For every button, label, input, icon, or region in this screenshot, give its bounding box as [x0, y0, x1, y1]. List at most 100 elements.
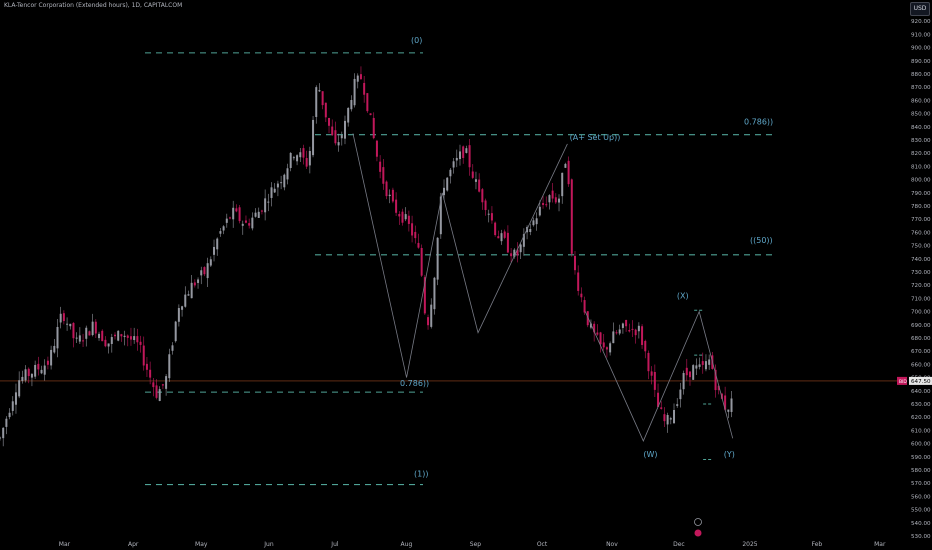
candle-body	[599, 332, 602, 345]
candle-body	[682, 373, 685, 390]
price-tick-label: 560.00	[911, 494, 931, 500]
candle-body	[443, 187, 446, 196]
candle-body	[698, 364, 701, 367]
level-0786-upper-label: 0.786))	[744, 118, 773, 127]
candle-body	[197, 279, 200, 283]
candle-body	[679, 389, 682, 400]
candle-body	[283, 174, 286, 188]
candle-body	[24, 369, 27, 381]
candle-body	[532, 220, 535, 226]
candle-body	[455, 157, 458, 161]
candle-body	[181, 306, 184, 310]
candle-body	[328, 117, 331, 126]
candle-body	[542, 203, 545, 205]
candle-body	[0, 437, 1, 439]
candle-body	[113, 334, 116, 337]
time-tick-label: Aug	[401, 541, 413, 548]
price-tick-label: 760.00	[911, 230, 931, 236]
candle-body	[420, 247, 423, 276]
candle-body	[535, 218, 538, 225]
candle-body	[165, 376, 168, 389]
candle-body	[474, 179, 477, 182]
candle-body	[334, 130, 337, 144]
candle-body	[30, 373, 33, 378]
candle-body	[577, 272, 580, 291]
candle-body	[8, 412, 11, 418]
candle-body	[586, 311, 589, 326]
candle-body	[730, 398, 733, 412]
candle-body	[637, 325, 640, 332]
candle-body	[484, 200, 487, 211]
candle-body	[398, 213, 401, 217]
candle-body	[663, 414, 666, 422]
candle-body	[692, 365, 695, 380]
candle-body	[404, 214, 407, 220]
wave-lines[interactable]	[352, 133, 734, 460]
price-tick-label: 820.00	[911, 151, 931, 157]
candle-body	[340, 135, 343, 139]
candle-body	[676, 404, 679, 406]
candle-body	[468, 145, 471, 168]
candle-body	[82, 340, 85, 342]
level-50-label: ((50))	[750, 236, 773, 245]
event-icon	[694, 518, 702, 526]
candle-body	[14, 392, 17, 405]
candle-body	[209, 259, 212, 266]
price-tick-label: 790.00	[911, 191, 931, 197]
candle-body	[551, 190, 554, 199]
candle-body	[136, 336, 139, 343]
candle-body	[363, 82, 366, 95]
candle-body	[452, 161, 455, 168]
candle-body	[260, 210, 263, 212]
price-tick-label: 920.00	[911, 19, 931, 25]
candle-body	[433, 277, 436, 310]
price-tick-label: 840.00	[911, 125, 931, 131]
price-tick-label: 680.00	[911, 336, 931, 342]
price-axis[interactable]: 530.00 540.00 550.00 560.00 570.00 580.00 590.…	[897, 0, 932, 550]
time-axis[interactable]: Mar Apr May Jun Jul Aug Sep Oct Nov Dec 2025 Feb Mar	[59, 541, 886, 548]
candle-body	[503, 231, 506, 238]
wave-abc-line	[352, 133, 568, 378]
candle-body	[276, 183, 279, 188]
current-price-tag	[909, 376, 932, 385]
label-x: (X)	[677, 291, 689, 300]
price-tick-label: 660.00	[911, 362, 931, 368]
price-tick-label: 670.00	[911, 349, 931, 355]
level-lines[interactable]	[0, 52, 898, 486]
candle-body	[430, 304, 433, 327]
candle-body	[701, 361, 704, 365]
candle-body	[704, 361, 707, 370]
candle-body	[359, 74, 362, 80]
candle-body	[414, 231, 417, 239]
candle-body	[292, 157, 295, 159]
currency-button[interactable]: USD	[910, 2, 930, 16]
candle-body	[85, 327, 88, 339]
candle-body	[372, 117, 375, 139]
candle-body	[117, 330, 120, 341]
price-tick-label: 750.00	[911, 244, 931, 250]
candle-body	[248, 223, 251, 226]
candle-body	[439, 196, 442, 235]
candle-body	[46, 360, 49, 365]
candle-body	[321, 91, 324, 106]
price-tick-label: 830.00	[911, 138, 931, 144]
candle-body	[490, 213, 493, 221]
candle-body	[315, 87, 318, 117]
candle-body	[379, 161, 382, 172]
candle-body	[206, 263, 209, 279]
candle-body	[647, 352, 650, 372]
candle-body	[417, 242, 420, 248]
price-tick-label: 630.00	[911, 402, 931, 408]
price-tick-label: 530.00	[911, 534, 931, 540]
candle-body	[254, 212, 257, 217]
current-price-tag-bid-text: BID	[899, 379, 907, 385]
candle-body	[369, 113, 372, 116]
candle-body	[529, 228, 532, 233]
candle-body	[347, 107, 350, 123]
candle-body	[267, 201, 270, 203]
candle-body	[621, 323, 624, 328]
candle-body	[168, 354, 171, 379]
candle-body	[596, 332, 599, 335]
